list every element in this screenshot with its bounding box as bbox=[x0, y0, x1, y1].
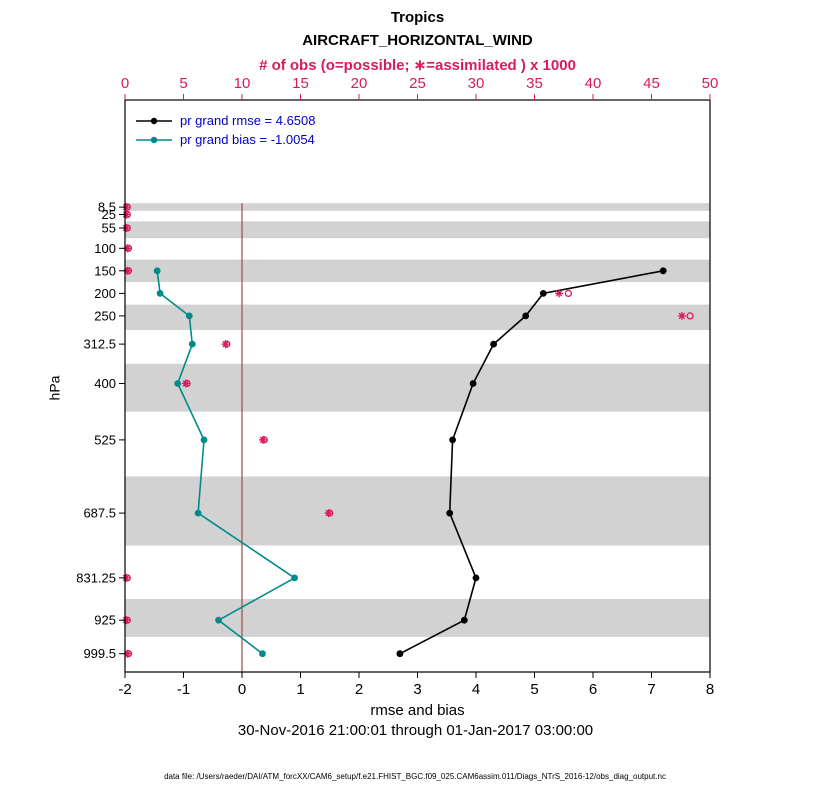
timespan-label: 30-Nov-2016 21:00:01 through 01-Jan-2017… bbox=[237, 722, 594, 739]
svg-text:150: 150 bbox=[94, 263, 116, 278]
svg-text:999.5: 999.5 bbox=[83, 646, 116, 661]
legend-bias-label: pr grand bias = -1.0054 bbox=[180, 132, 315, 147]
svg-text:-1: -1 bbox=[177, 681, 190, 698]
svg-text:312.5: 312.5 bbox=[83, 337, 116, 352]
svg-text:525: 525 bbox=[94, 432, 116, 447]
svg-text:1: 1 bbox=[296, 681, 304, 698]
svg-text:45: 45 bbox=[643, 75, 660, 92]
svg-text:15: 15 bbox=[292, 75, 309, 92]
svg-text:400: 400 bbox=[94, 376, 116, 391]
svg-text:3: 3 bbox=[413, 681, 421, 698]
bias-line-swatch bbox=[136, 136, 172, 143]
svg-text:50: 50 bbox=[702, 75, 719, 92]
svg-text:10: 10 bbox=[234, 75, 251, 92]
svg-text:0: 0 bbox=[121, 75, 129, 92]
rmse-line-swatch bbox=[136, 117, 172, 124]
svg-text:0: 0 bbox=[238, 681, 246, 698]
legend-rmse-label: pr grand rmse = 4.6508 bbox=[180, 113, 316, 128]
datafile-footer: data file: /Users/raeder/DAI/ATM_forcXX/… bbox=[164, 772, 666, 781]
obs-axis-label: # of obs (o=possible; ∗=assimilated ) x … bbox=[259, 57, 576, 74]
y-axis-label: hPa bbox=[46, 375, 63, 401]
svg-text:925: 925 bbox=[94, 613, 116, 628]
svg-text:2: 2 bbox=[355, 681, 363, 698]
legend-row-rmse: pr grand rmse = 4.6508 bbox=[134, 111, 316, 130]
svg-text:250: 250 bbox=[94, 308, 116, 323]
svg-text:831.25: 831.25 bbox=[76, 570, 116, 585]
svg-text:-2: -2 bbox=[118, 681, 131, 698]
svg-text:6: 6 bbox=[589, 681, 597, 698]
svg-text:200: 200 bbox=[94, 286, 116, 301]
svg-text:25: 25 bbox=[102, 207, 116, 222]
x-axis-label: rmse and bias bbox=[370, 702, 465, 719]
svg-text:40: 40 bbox=[585, 75, 602, 92]
svg-text:35: 35 bbox=[526, 75, 543, 92]
svg-text:8: 8 bbox=[706, 681, 714, 698]
svg-text:25: 25 bbox=[409, 75, 426, 92]
svg-text:8.5: 8.5 bbox=[98, 200, 116, 215]
svg-text:5: 5 bbox=[179, 75, 187, 92]
svg-text:55: 55 bbox=[102, 221, 116, 236]
svg-text:4: 4 bbox=[472, 681, 480, 698]
svg-text:7: 7 bbox=[647, 681, 655, 698]
svg-text:30: 30 bbox=[468, 75, 485, 92]
svg-text:687.5: 687.5 bbox=[83, 506, 116, 521]
variable-title: AIRCRAFT_HORIZONTAL_WIND bbox=[302, 32, 533, 49]
svg-text:5: 5 bbox=[530, 681, 538, 698]
svg-text:100: 100 bbox=[94, 241, 116, 256]
legend: pr grand rmse = 4.6508 pr grand bias = -… bbox=[134, 111, 316, 149]
legend-row-bias: pr grand bias = -1.0054 bbox=[134, 130, 316, 149]
region-title: Tropics bbox=[390, 9, 445, 26]
svg-text:20: 20 bbox=[351, 75, 368, 92]
